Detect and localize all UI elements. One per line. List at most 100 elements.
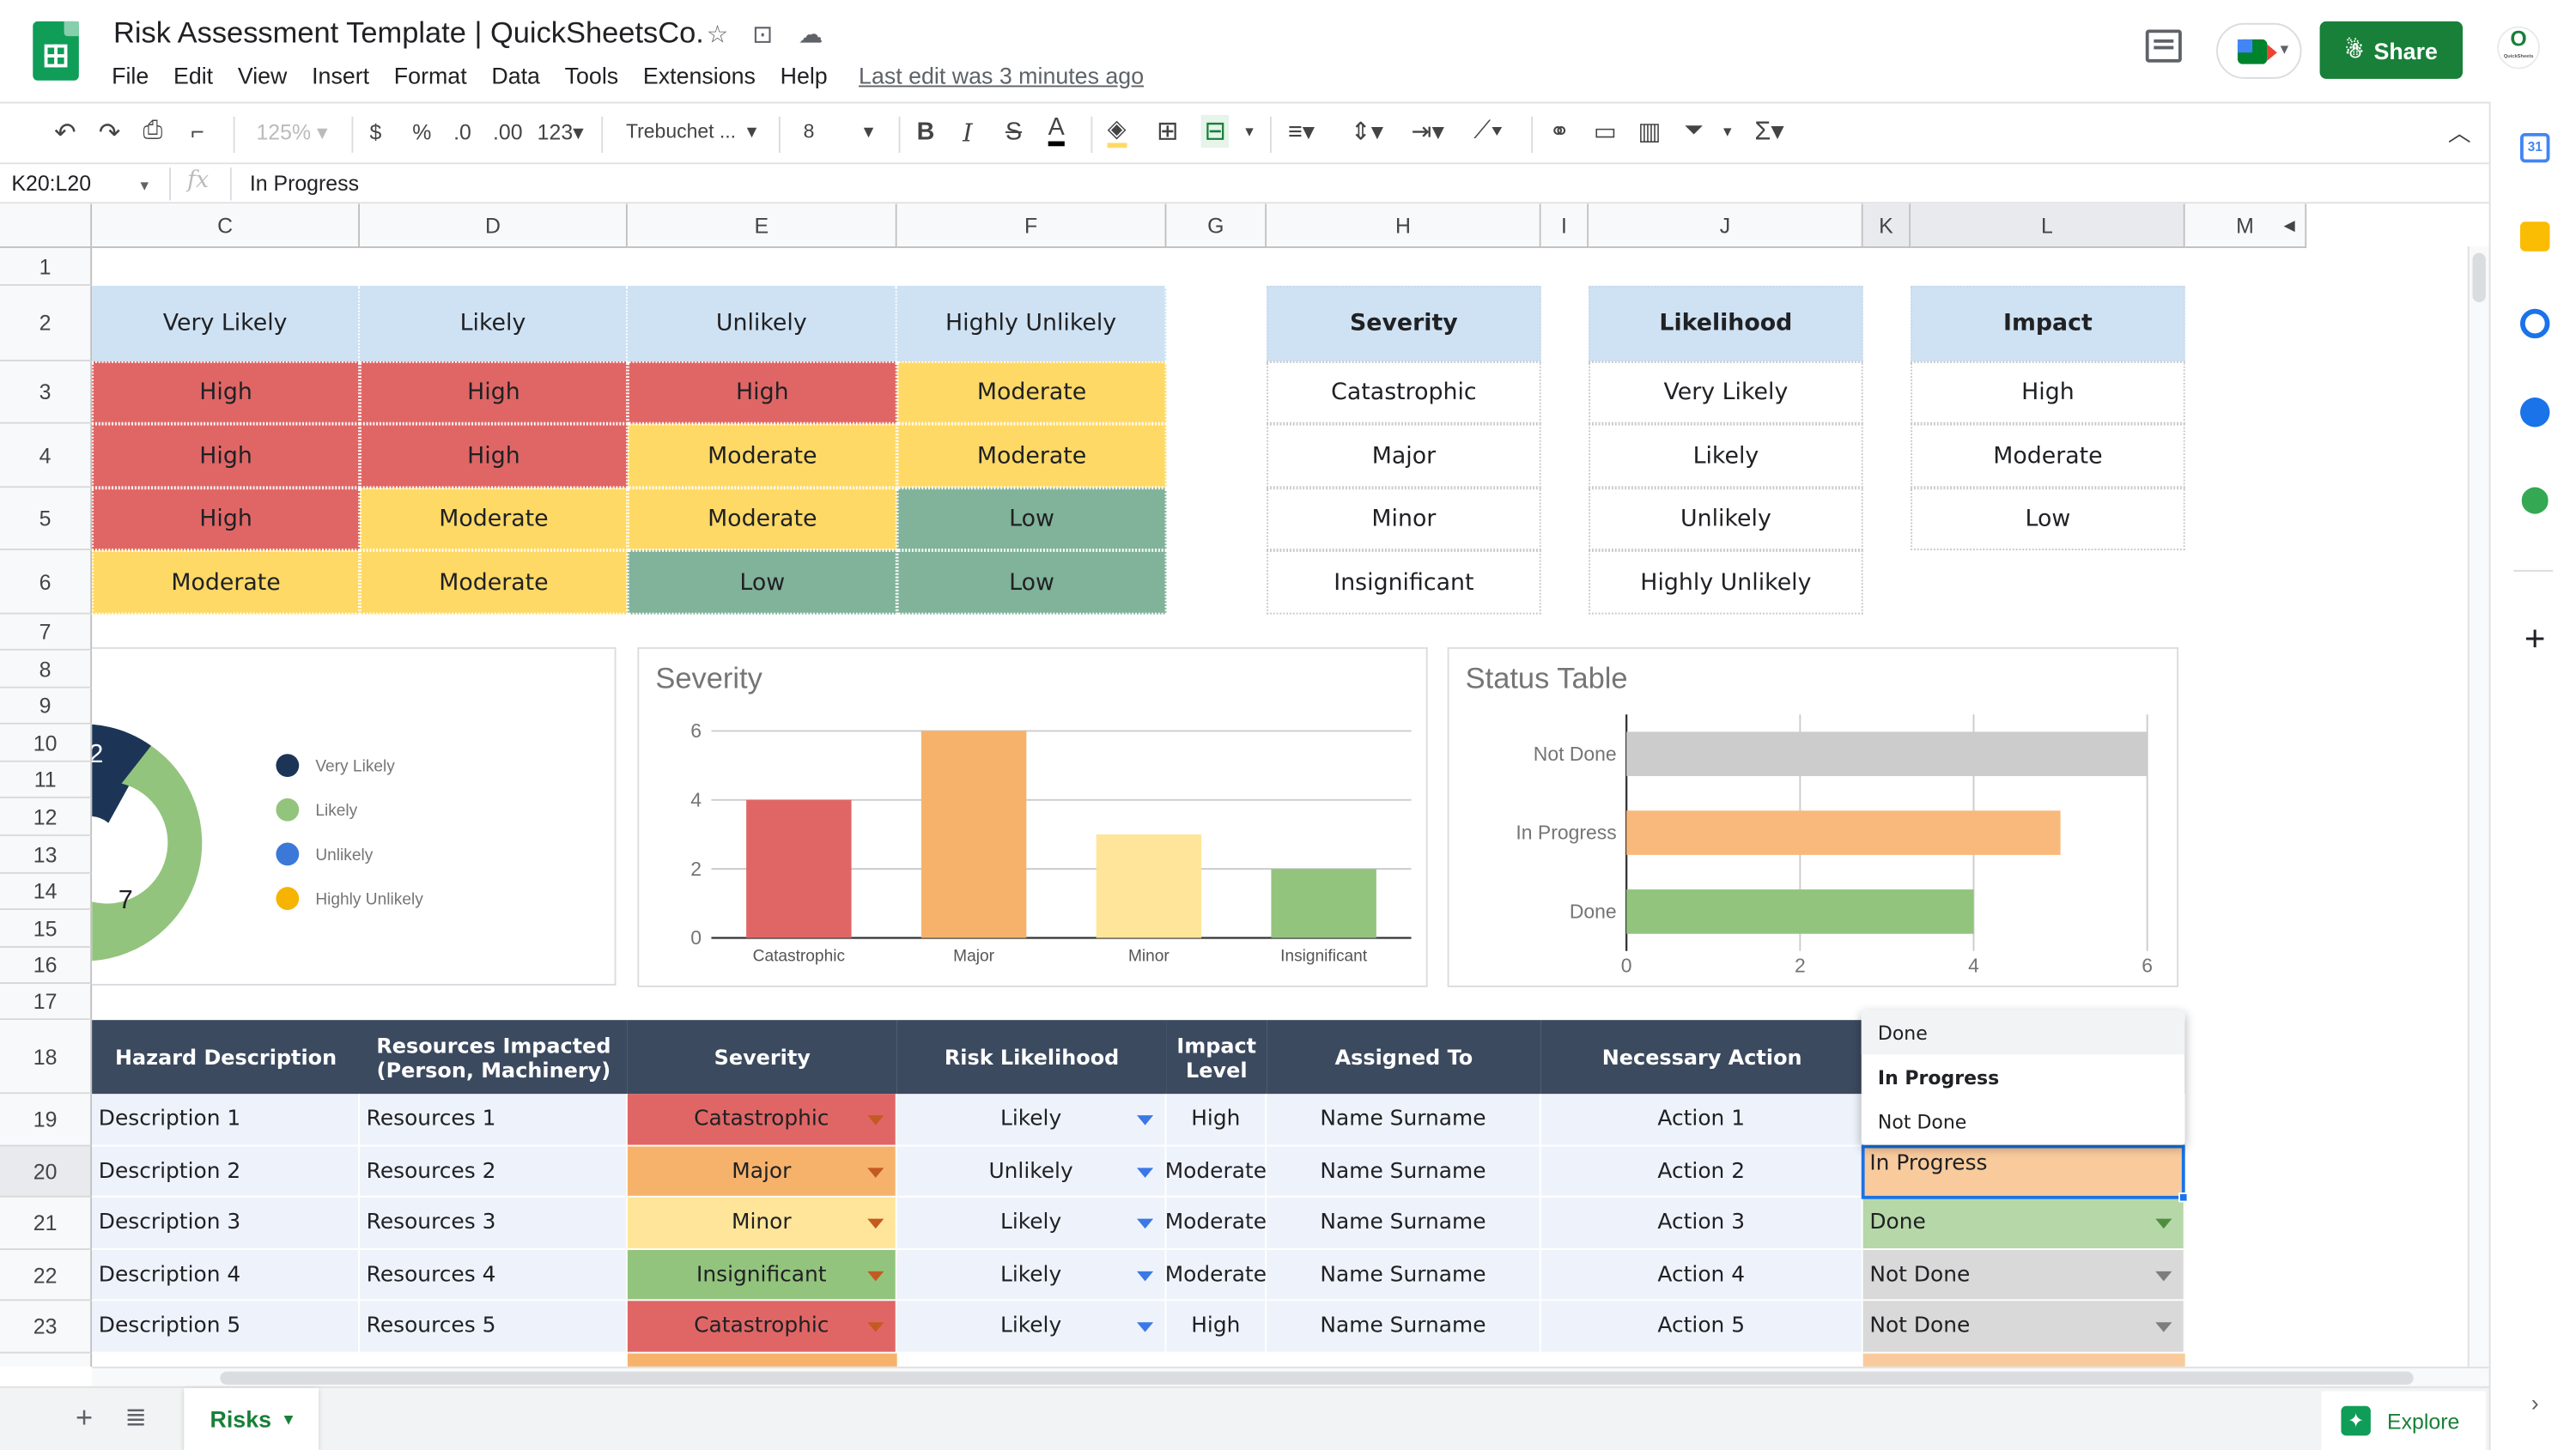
row-header-9[interactable]: 9 bbox=[0, 688, 93, 725]
dropdown-option-in-progress[interactable]: In Progress bbox=[1877, 1065, 2000, 1089]
table-cell-impact[interactable]: High bbox=[1166, 1094, 1267, 1147]
horizontal-align-icon[interactable]: ≡▾ bbox=[1288, 118, 1315, 147]
row-header-22[interactable]: 22 bbox=[0, 1250, 93, 1301]
menu-format[interactable]: Format bbox=[393, 62, 467, 89]
dropdown-arrow-icon[interactable] bbox=[2155, 1271, 2172, 1282]
undo-icon[interactable]: ↶ bbox=[54, 119, 76, 149]
font-select[interactable]: Trebuchet ... ▾ bbox=[625, 119, 757, 143]
table-cell-res[interactable]: Resources 3 bbox=[360, 1197, 628, 1251]
row-header-10[interactable]: 10 bbox=[0, 724, 93, 762]
dropdown-arrow-icon[interactable] bbox=[2155, 1218, 2172, 1229]
table-cell-like[interactable]: Unlikely bbox=[896, 1146, 1167, 1198]
table-cell-desc[interactable]: Description 5 bbox=[92, 1301, 361, 1354]
severity-list-item[interactable]: Insignificant bbox=[1267, 549, 1541, 615]
matrix-header-cell[interactable]: Very Likely bbox=[92, 285, 361, 361]
column-header-g[interactable]: G bbox=[1166, 203, 1267, 248]
severity-bar[interactable] bbox=[1096, 834, 1202, 938]
column-header-e[interactable]: E bbox=[627, 203, 897, 248]
vertical-scroll-thumb[interactable] bbox=[2472, 252, 2486, 303]
status-bar[interactable] bbox=[1626, 810, 2061, 855]
row-header-18[interactable]: 18 bbox=[0, 1020, 93, 1095]
likelihood-list-item[interactable]: Very Likely bbox=[1589, 361, 1863, 424]
row-header-24[interactable] bbox=[0, 1353, 93, 1367]
sheet-grid[interactable]: C D E F G H I J K L M ◀ 1 2 3 4 5 6 7 8 9… bbox=[0, 203, 2489, 1367]
menu-file[interactable]: File bbox=[112, 62, 149, 89]
filter-views-dropdown-icon[interactable]: ▾ bbox=[1723, 123, 1732, 142]
matrix-header-cell[interactable]: Likely bbox=[360, 285, 628, 361]
matrix-cell[interactable]: Moderate bbox=[360, 488, 628, 550]
menu-help[interactable]: Help bbox=[780, 62, 828, 89]
table-cell-action[interactable]: Action 4 bbox=[1540, 1250, 1863, 1301]
row-header-16[interactable]: 16 bbox=[0, 947, 93, 985]
table-cell-like[interactable]: Likely bbox=[896, 1197, 1167, 1251]
table-cell-action[interactable]: Action 5 bbox=[1540, 1301, 1863, 1354]
calendar-icon[interactable]: 31 bbox=[2520, 132, 2550, 163]
font-size-select[interactable]: 8 ▾ bbox=[803, 119, 874, 143]
table-header-severity[interactable]: Severity bbox=[627, 1020, 897, 1095]
decrease-decimal-button[interactable]: .0 bbox=[453, 119, 471, 145]
italic-button[interactable]: I bbox=[963, 118, 973, 149]
name-box[interactable]: K20:L20 ▾ bbox=[11, 170, 149, 196]
meet-button[interactable]: ▾ bbox=[2216, 22, 2302, 79]
menu-tools[interactable]: Tools bbox=[564, 62, 619, 89]
vertical-scrollbar[interactable] bbox=[2467, 246, 2489, 1367]
column-header-k[interactable]: K bbox=[1862, 203, 1911, 248]
maps-icon[interactable]: ⬤ bbox=[2520, 486, 2550, 514]
horizontal-scrollbar[interactable] bbox=[92, 1366, 2489, 1386]
borders-icon[interactable]: ⊞ bbox=[1156, 118, 1179, 147]
impact-list-item[interactable]: Moderate bbox=[1911, 423, 2185, 488]
matrix-header-cell[interactable]: Highly Unlikely bbox=[896, 285, 1167, 361]
impact-list-item[interactable]: Low bbox=[1911, 488, 2185, 550]
table-cell-sev[interactable]: Minor bbox=[627, 1197, 897, 1251]
table-cell-like[interactable]: Likely bbox=[896, 1250, 1167, 1301]
column-header-i[interactable]: I bbox=[1540, 203, 1589, 248]
contacts-icon[interactable] bbox=[2520, 397, 2550, 428]
fill-color-icon[interactable]: ◈ bbox=[1107, 116, 1127, 149]
menu-data[interactable]: Data bbox=[491, 62, 540, 89]
filter-icon[interactable]: ⏷ bbox=[1684, 116, 1704, 145]
merge-cells-icon[interactable]: ⊟ bbox=[1200, 114, 1230, 149]
insert-link-icon[interactable]: ⚭ bbox=[1549, 118, 1571, 147]
dropdown-arrow-icon[interactable] bbox=[1137, 1115, 1154, 1125]
status-bar[interactable] bbox=[1626, 731, 2148, 777]
table-cell-impact[interactable]: High bbox=[1166, 1301, 1267, 1354]
table-cell-res[interactable]: Resources 1 bbox=[360, 1094, 628, 1147]
currency-format-button[interactable]: $ bbox=[369, 119, 382, 145]
increase-decimal-button[interactable]: .00 bbox=[492, 119, 523, 145]
dropdown-arrow-icon[interactable] bbox=[867, 1115, 884, 1125]
matrix-cell[interactable]: Moderate bbox=[360, 549, 628, 615]
table-header-action[interactable]: Necessary Action bbox=[1540, 1020, 1863, 1095]
comments-icon[interactable] bbox=[2145, 29, 2182, 63]
severity-bar[interactable] bbox=[920, 731, 1027, 938]
row-header-12[interactable]: 12 bbox=[0, 798, 93, 836]
dropdown-arrow-icon[interactable] bbox=[867, 1271, 884, 1282]
dropdown-arrow-icon[interactable] bbox=[1137, 1322, 1154, 1332]
document-title[interactable]: Risk Assessment Template | QuickSheetsCo… bbox=[113, 16, 704, 50]
severity-list-header[interactable]: Severity bbox=[1267, 285, 1541, 361]
row-header-1[interactable]: 1 bbox=[0, 247, 93, 286]
row-header-5[interactable]: 5 bbox=[0, 488, 93, 550]
table-header-hazard[interactable]: Hazard Description bbox=[92, 1020, 361, 1095]
row-header-15[interactable]: 15 bbox=[0, 909, 93, 948]
print-icon[interactable]: ⎙ bbox=[143, 116, 163, 145]
tasks-icon[interactable] bbox=[2520, 308, 2550, 339]
zoom-select[interactable]: 125% ▾ bbox=[256, 119, 328, 145]
impact-list-header[interactable]: Impact bbox=[1911, 285, 2185, 361]
matrix-header-cell[interactable]: Unlikely bbox=[627, 285, 897, 361]
table-cell-status[interactable]: Not Done bbox=[1862, 1250, 2185, 1301]
table-cell-status[interactable]: Done bbox=[1862, 1197, 2185, 1251]
merge-dropdown-icon[interactable]: ▾ bbox=[1245, 123, 1254, 142]
table-cell-assigned[interactable]: Name Surname bbox=[1267, 1146, 1541, 1198]
row-header-7[interactable]: 7 bbox=[0, 614, 93, 651]
text-wrap-icon[interactable]: ⇥▾ bbox=[1411, 118, 1444, 147]
row-header-20[interactable]: 20 bbox=[0, 1146, 93, 1198]
matrix-cell[interactable]: High bbox=[92, 488, 361, 550]
all-sheets-icon[interactable]: ≣ bbox=[125, 1404, 148, 1433]
table-header-likelihood[interactable]: Risk Likelihood bbox=[896, 1020, 1167, 1095]
column-header-c[interactable]: C bbox=[92, 203, 361, 248]
table-cell-desc[interactable]: Description 4 bbox=[92, 1250, 361, 1301]
table-cell-status[interactable]: In Progress bbox=[1862, 1146, 2185, 1198]
table-cell-assigned[interactable]: Name Surname bbox=[1267, 1197, 1541, 1251]
dropdown-arrow-icon[interactable] bbox=[1137, 1271, 1154, 1282]
keep-icon[interactable] bbox=[2520, 221, 2550, 252]
